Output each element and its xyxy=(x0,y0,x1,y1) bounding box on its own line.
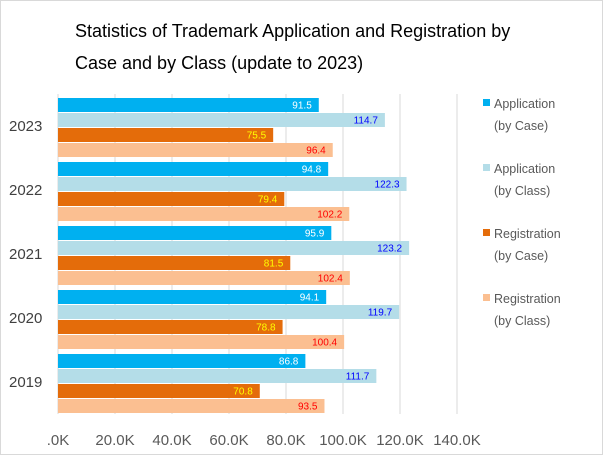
data-label: 114.7 xyxy=(354,116,379,127)
chart-title: Statistics of Trademark Application and … xyxy=(75,15,575,79)
bar xyxy=(58,305,400,319)
bar xyxy=(58,226,332,240)
data-label: 91.5 xyxy=(292,101,312,112)
bar xyxy=(58,290,327,304)
bar xyxy=(58,256,291,270)
x-tick-label: 120.0K xyxy=(376,432,424,449)
data-label: 70.8 xyxy=(233,387,253,398)
legend-swatch xyxy=(483,294,490,301)
bar xyxy=(58,369,377,383)
legend-swatch xyxy=(483,229,490,236)
legend-sublabel: (by Case) xyxy=(494,249,549,263)
bar xyxy=(58,384,260,398)
data-label: 79.4 xyxy=(258,195,278,206)
legend-label: Registration xyxy=(494,292,561,306)
legend-label: Registration xyxy=(494,227,561,241)
data-label: 94.8 xyxy=(302,165,322,176)
data-label: 96.4 xyxy=(306,146,326,157)
bar xyxy=(58,177,407,191)
legend-item-registration-class: Registration (by Class) xyxy=(483,288,601,353)
data-label: 81.5 xyxy=(264,259,284,270)
bar xyxy=(58,399,325,413)
legend-sublabel: (by Class) xyxy=(494,184,551,198)
legend-swatch xyxy=(483,164,490,171)
bar xyxy=(58,320,283,334)
chart-title-line-2: Case and by Class (update to 2023) xyxy=(75,53,364,73)
legend-item-registration-case: Registration (by Case) xyxy=(483,223,601,288)
x-tick-label: 60.0K xyxy=(209,432,248,449)
x-tick-label: 20.0K xyxy=(95,432,134,449)
x-tick-label: 80.0K xyxy=(266,432,305,449)
data-label: 94.1 xyxy=(300,293,320,304)
data-label: 102.2 xyxy=(317,210,342,221)
bar xyxy=(58,335,345,349)
bar xyxy=(58,128,274,142)
bar xyxy=(58,113,385,127)
data-label: 102.4 xyxy=(318,274,343,285)
bar xyxy=(58,162,329,176)
category-label: 2022 xyxy=(9,182,42,199)
data-label: 111.7 xyxy=(346,372,370,383)
bar xyxy=(58,271,350,285)
bar xyxy=(58,354,306,368)
data-label: 95.9 xyxy=(305,229,325,240)
category-label: 2020 xyxy=(9,310,42,327)
legend-label: Application xyxy=(494,162,556,176)
legend-swatch xyxy=(483,99,490,106)
bar xyxy=(58,143,333,157)
legend-sublabel: (by Class) xyxy=(494,314,551,328)
legend-item-application-case: Application (by Case) xyxy=(483,93,601,158)
data-label: 119.7 xyxy=(368,308,393,319)
data-label: 78.8 xyxy=(256,323,276,334)
bar xyxy=(58,192,285,206)
x-tick-label: 140.0K xyxy=(433,432,481,449)
chart-title-line-1: Statistics of Trademark Application and … xyxy=(75,21,511,41)
data-label: 93.5 xyxy=(298,402,318,413)
bar xyxy=(58,241,410,255)
legend-label: Application xyxy=(494,97,556,111)
legend-sublabel: (by Case) xyxy=(494,119,549,133)
data-label: 122.3 xyxy=(375,180,400,191)
x-tick-label: .0K xyxy=(47,432,70,449)
data-label: 100.4 xyxy=(312,338,337,349)
data-label: 75.5 xyxy=(247,131,267,142)
category-label: 2023 xyxy=(9,118,42,135)
bar xyxy=(58,207,350,221)
legend-item-application-class: Application (by Class) xyxy=(483,158,601,223)
category-label: 2019 xyxy=(9,374,42,391)
x-tick-label: 100.0K xyxy=(319,432,367,449)
x-tick-label: 40.0K xyxy=(152,432,191,449)
bar xyxy=(58,98,319,112)
legend: Application (by Case) Application (by Cl… xyxy=(483,93,601,353)
category-label: 2021 xyxy=(9,246,42,263)
data-label: 86.8 xyxy=(279,357,299,368)
data-label: 123.2 xyxy=(377,244,402,255)
